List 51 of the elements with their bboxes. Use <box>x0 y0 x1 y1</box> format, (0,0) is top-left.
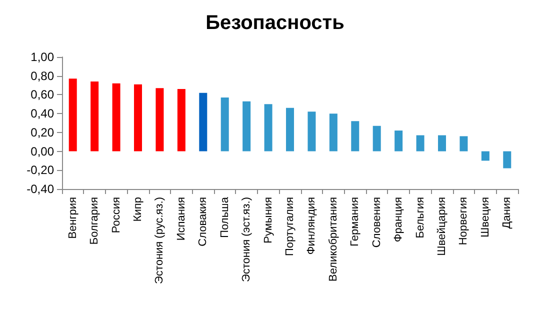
x-tick-label: Норвегия <box>458 196 470 246</box>
bar <box>156 88 164 152</box>
x-tick-label: Словения <box>370 196 383 248</box>
x-tick-label: Германия <box>349 196 362 246</box>
y-tick-label: 0,20 <box>30 125 54 140</box>
bar <box>112 83 120 152</box>
bar <box>286 108 294 152</box>
bar <box>351 121 360 152</box>
x-tick-label: Финляндия <box>306 196 318 255</box>
bar <box>438 135 446 152</box>
bar <box>90 82 99 152</box>
y-tick-label: 0,60 <box>30 88 54 102</box>
bar <box>177 89 186 152</box>
bar <box>460 136 468 152</box>
y-tick-label: 0,80 <box>30 68 54 83</box>
y-tick-label: 1,00 <box>30 50 54 64</box>
bar <box>68 78 77 152</box>
bar <box>416 135 424 152</box>
y-tick-label: -0,20 <box>26 163 54 178</box>
bar <box>220 98 229 152</box>
x-tick-label: Кипр <box>132 197 144 222</box>
x-tick-label: Португалия <box>284 196 296 256</box>
bar <box>394 130 403 152</box>
x-tick-label: Болгария <box>88 196 101 245</box>
x-tick-label: Эстония (рус.яз.) <box>154 197 166 284</box>
bar <box>264 104 272 152</box>
x-tick-label: Великобритания <box>327 196 340 282</box>
bar <box>199 92 208 152</box>
x-tick-label: Швейцария <box>436 196 448 256</box>
x-tick-label: Швеция <box>479 196 492 238</box>
y-tick-label: -0,40 <box>26 182 54 196</box>
chart-title: Безопасность <box>206 12 344 34</box>
bar <box>372 126 381 152</box>
bar <box>134 84 142 152</box>
bar <box>503 151 512 168</box>
bar <box>481 151 490 161</box>
bar <box>329 114 338 152</box>
x-tick-label: Дания <box>501 196 514 229</box>
x-tick-label: Словакия <box>197 196 210 246</box>
x-tick-label: Россия <box>110 196 122 234</box>
x-tick-label: Польша <box>218 196 231 238</box>
x-tick-label: Румыния <box>262 196 274 244</box>
y-tick-label: 0,40 <box>30 106 54 121</box>
bar <box>242 101 251 152</box>
y-tick-label: 0,00 <box>30 144 54 158</box>
x-tick-label: Испания <box>175 196 188 241</box>
bar <box>308 112 316 152</box>
x-tick-label: Франция <box>392 196 405 242</box>
x-tick-label: Венгрия <box>66 196 79 239</box>
x-tick-label: Бельгия <box>414 196 426 238</box>
x-tick-label: Эстония (эст.яз.) <box>240 197 253 282</box>
